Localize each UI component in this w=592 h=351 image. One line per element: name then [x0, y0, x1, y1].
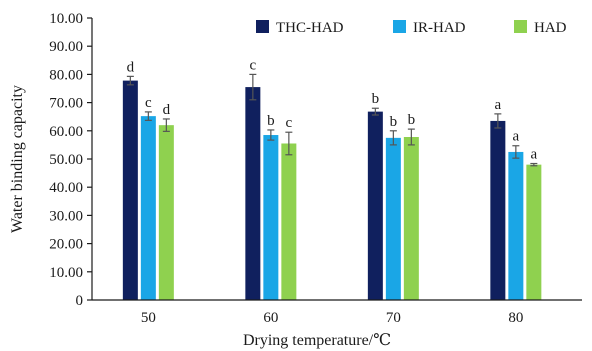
y-tick-label: 50.00 — [49, 152, 83, 168]
y-tick-label: 40.00 — [49, 180, 83, 196]
bar-ir-had-80 — [508, 151, 524, 300]
significance-label: a — [513, 129, 520, 145]
y-tick-label: 0 — [76, 293, 84, 309]
bar-thc-had-80 — [490, 120, 506, 301]
bar-had-70 — [403, 137, 419, 300]
x-tick-label: 80 — [508, 310, 523, 326]
significance-label: d — [127, 59, 135, 75]
significance-label: b — [372, 91, 380, 107]
legend-label-ir-had: IR-HAD — [413, 20, 466, 36]
y-tick-label: 90.00 — [49, 39, 83, 55]
x-axis-title: Drying temperature/℃ — [243, 332, 391, 349]
y-tick-label: 30.00 — [49, 208, 83, 224]
y-tick-label: 10.00 — [49, 11, 83, 27]
bar-ir-had-50 — [140, 116, 156, 300]
legend-swatch-thc-had — [256, 20, 269, 33]
legend-label-had: HAD — [534, 20, 567, 36]
y-axis-title: Water binding capacity — [9, 85, 26, 233]
significance-label: d — [163, 102, 171, 118]
bar-had-80 — [526, 164, 542, 300]
y-tick-label: 60.00 — [49, 124, 83, 140]
bar-ir-had-70 — [385, 137, 401, 300]
y-tick-label: 70.00 — [49, 96, 83, 112]
bar-had-60 — [281, 143, 297, 300]
bar-thc-had-70 — [367, 111, 383, 301]
y-tick-label: 10.00 — [49, 265, 83, 281]
legend-swatch-ir-had — [393, 20, 406, 33]
legend-label-thc-had: THC-HAD — [276, 20, 344, 36]
significance-label: a — [531, 147, 538, 163]
legend-swatch-had — [514, 20, 527, 33]
legend: THC-HAD IR-HAD HAD — [256, 20, 567, 36]
significance-label: c — [250, 57, 257, 73]
x-tick-label: 70 — [386, 310, 401, 326]
significance-label: b — [390, 114, 398, 130]
bar-had-50 — [158, 125, 174, 300]
bar-thc-had-50 — [122, 80, 138, 300]
significance-label: b — [267, 113, 275, 129]
bar-ir-had-60 — [263, 135, 279, 300]
y-tick-label: 20.00 — [49, 237, 83, 253]
significance-label: b — [408, 112, 416, 128]
x-tick-label: 60 — [263, 310, 278, 326]
x-axis-ticks: 50 60 70 80 — [141, 310, 523, 326]
significance-label: a — [495, 97, 502, 113]
x-tick-label: 50 — [141, 310, 156, 326]
bar-thc-had-60 — [245, 87, 261, 300]
significance-label: c — [145, 95, 152, 111]
y-tick-label: 80.00 — [49, 67, 83, 83]
significance-label: c — [286, 115, 293, 131]
y-axis-ticks: 0 10.00 20.00 30.00 40.00 50.00 60.00 70.00 80.0… — [49, 11, 92, 309]
